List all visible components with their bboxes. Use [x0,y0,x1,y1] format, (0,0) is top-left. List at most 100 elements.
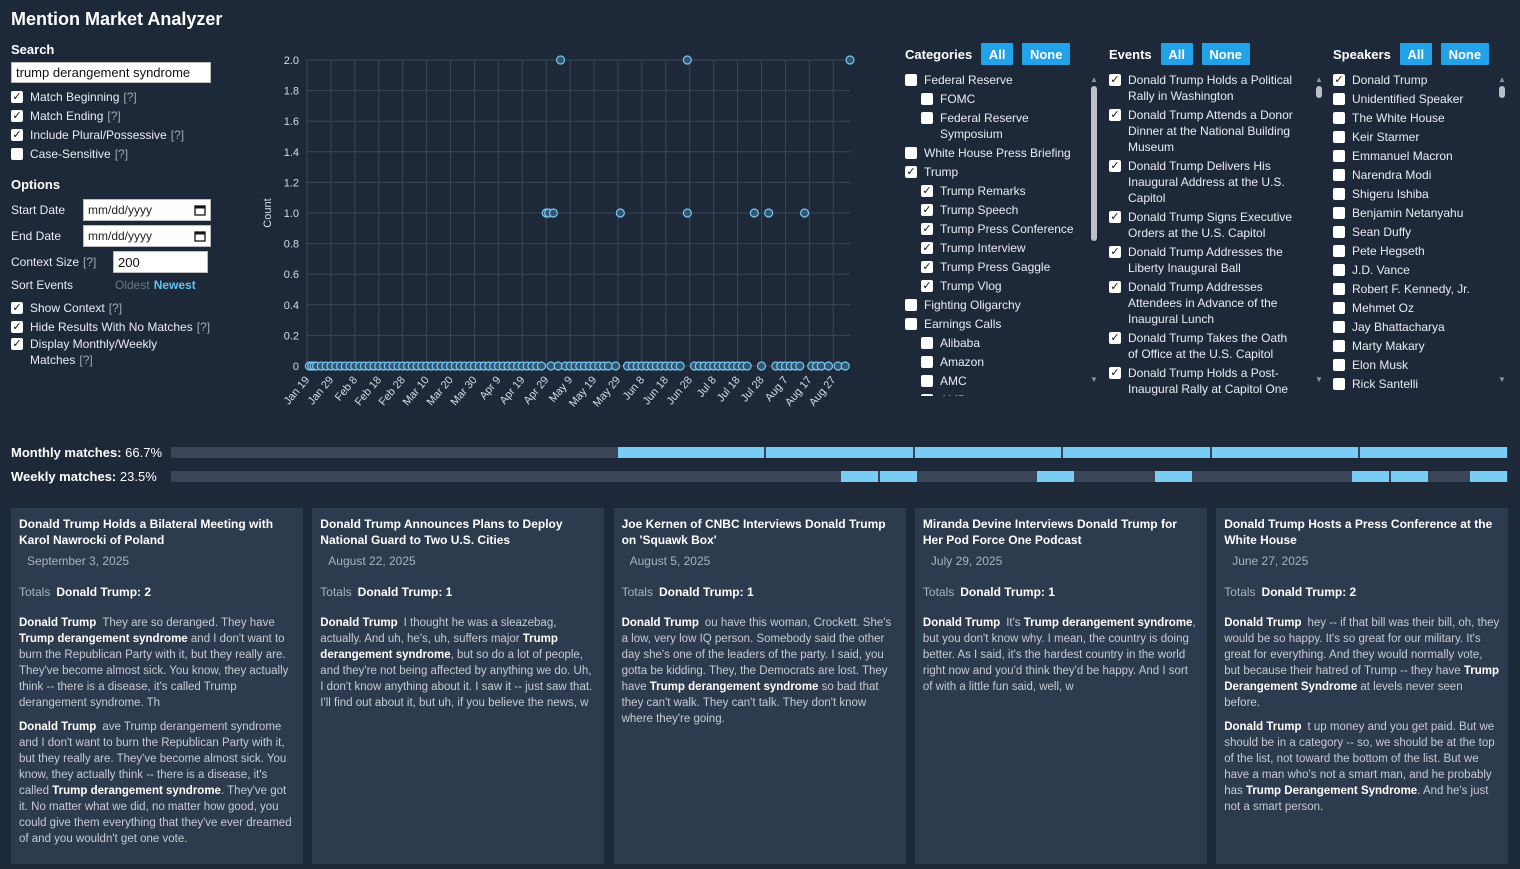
hide-results-hint[interactable]: [?] [196,319,211,334]
checkbox[interactable] [1333,283,1345,295]
events-item[interactable]: Donald Trump Delivers His Inaugural Addr… [1109,158,1299,206]
speakers-item[interactable]: Sean Duffy [1333,224,1493,240]
search-input[interactable] [11,62,211,83]
checkbox[interactable] [1333,74,1345,86]
checkbox[interactable] [921,356,933,368]
speakers-item[interactable]: Mehmet Oz [1333,300,1493,316]
events-item[interactable]: Donald Trump Attends a Donor Dinner at t… [1109,107,1299,155]
speakers-item[interactable]: Shigeru Ishiba [1333,186,1493,202]
checkbox[interactable] [1333,226,1345,238]
checkbox[interactable] [1109,74,1121,86]
result-card[interactable]: Joe Kernen of CNBC Interviews Donald Tru… [613,508,906,864]
scroll-down-icon[interactable]: ▼ [1498,375,1506,384]
checkbox[interactable] [1333,340,1345,352]
end-date-input[interactable]: mm/dd/yyyy [83,225,211,247]
scroll-down-icon[interactable]: ▼ [1090,375,1098,384]
checkbox[interactable] [921,280,933,292]
checkbox[interactable] [1333,207,1345,219]
events-item[interactable]: Donald Trump Addresses Attendees in Adva… [1109,279,1299,327]
checkbox[interactable] [11,90,23,103]
checkbox[interactable] [1109,332,1121,344]
checkbox[interactable] [921,204,933,216]
checkbox[interactable] [1109,160,1121,172]
checkbox[interactable] [1333,378,1345,390]
context-size-hint[interactable]: [?] [83,255,97,269]
categories-item[interactable]: White House Press Briefing [905,145,1087,161]
categories-item[interactable]: FOMC [905,91,1087,107]
categories-none-button[interactable]: None [1022,43,1071,65]
result-title[interactable]: Donald Trump Holds a Bilateral Meeting w… [19,517,274,547]
speakers-item[interactable]: Benjamin Netanyahu [1333,205,1493,221]
calendar-icon[interactable] [194,230,206,242]
sort-oldest-option[interactable]: Oldest [115,278,150,292]
search-option-2[interactable]: Include Plural/Possessive[?] [11,125,216,144]
checkbox[interactable] [921,375,933,387]
search-option-3[interactable]: Case-Sensitive [?] [11,144,216,163]
checkbox[interactable] [905,299,917,311]
checkbox[interactable] [1109,211,1121,223]
display-monthly-checkbox[interactable]: Display Monthly/Weekly Matches[?] [11,336,216,368]
calendar-icon[interactable] [194,204,206,216]
speakers-item[interactable]: Elon Musk [1333,357,1493,373]
checkbox[interactable] [1333,188,1345,200]
scroll-up-icon[interactable]: ▲ [1090,75,1098,84]
checkbox[interactable] [11,338,23,350]
categories-item[interactable]: AMC [905,373,1087,389]
checkbox[interactable] [905,166,917,178]
checkbox[interactable] [1109,246,1121,258]
categories-item[interactable]: Trump Interview [905,240,1087,256]
checkbox[interactable] [1333,112,1345,124]
speakers-item[interactable]: Narendra Modi [1333,167,1493,183]
checkbox[interactable] [11,128,23,141]
display-monthly-hint[interactable]: [?] [79,353,93,367]
checkbox[interactable] [11,109,23,122]
categories-item[interactable]: Fighting Oligarchy [905,297,1087,313]
checkbox[interactable] [1109,109,1121,121]
categories-item[interactable]: Amazon [905,354,1087,370]
search-option-hint[interactable]: [?] [114,146,129,161]
checkbox[interactable] [11,320,23,333]
categories-all-button[interactable]: All [981,43,1014,65]
categories-item[interactable]: Trump Press Gaggle [905,259,1087,275]
speakers-all-button[interactable]: All [1399,43,1432,65]
events-item[interactable]: Donald Trump Signs Executive Orders at t… [1109,209,1299,241]
events-item[interactable]: Donald Trump Addresses the Liberty Inaug… [1109,244,1299,276]
result-card[interactable]: Miranda Devine Interviews Donald Trump f… [914,508,1207,864]
categories-item[interactable]: Trump Vlog [905,278,1087,294]
search-option-hint[interactable]: [?] [170,127,185,142]
checkbox[interactable] [921,185,933,197]
scrollbar-thumb[interactable] [1316,86,1322,98]
speakers-item[interactable]: Pete Hegseth [1333,243,1493,259]
result-title[interactable]: Donald Trump Announces Plans to Deploy N… [320,517,563,547]
categories-item[interactable]: Trump Press Conference [905,221,1087,237]
start-date-input[interactable]: mm/dd/yyyy [83,199,211,221]
checkbox[interactable] [11,147,23,160]
result-card[interactable]: Donald Trump Hosts a Press Conference at… [1216,508,1509,864]
checkbox[interactable] [1333,264,1345,276]
speakers-item[interactable]: Jay Bhattacharya [1333,319,1493,335]
checkbox[interactable] [1333,93,1345,105]
checkbox[interactable] [1333,169,1345,181]
speakers-item[interactable]: Unidentified Speaker [1333,91,1493,107]
checkbox[interactable] [1333,302,1345,314]
speakers-item[interactable]: Marty Makary [1333,338,1493,354]
categories-item[interactable]: Trump [905,164,1087,180]
scrollbar-thumb[interactable] [1091,86,1097,241]
speakers-item[interactable]: J.D. Vance [1333,262,1493,278]
checkbox[interactable] [905,318,917,330]
checkbox[interactable] [905,147,917,159]
result-title[interactable]: Miranda Devine Interviews Donald Trump f… [922,517,1177,547]
checkbox[interactable] [1333,321,1345,333]
categories-item[interactable]: Trump Speech [905,202,1087,218]
scroll-up-icon[interactable]: ▲ [1315,75,1323,84]
speakers-scrollbar[interactable]: ▲ ▼ [1498,76,1506,384]
checkbox[interactable] [921,261,933,273]
sort-newest-option[interactable]: Newest [153,278,196,292]
hide-results-checkbox[interactable]: Hide Results With No Matches [?] [11,317,216,336]
scroll-up-icon[interactable]: ▲ [1498,75,1506,84]
speakers-item[interactable]: Emmanuel Macron [1333,148,1493,164]
result-card[interactable]: Donald Trump Holds a Bilateral Meeting w… [11,508,303,864]
scroll-down-icon[interactable]: ▼ [1315,375,1323,384]
speakers-item[interactable]: Donald Trump [1333,72,1493,88]
checkbox[interactable] [921,112,933,124]
